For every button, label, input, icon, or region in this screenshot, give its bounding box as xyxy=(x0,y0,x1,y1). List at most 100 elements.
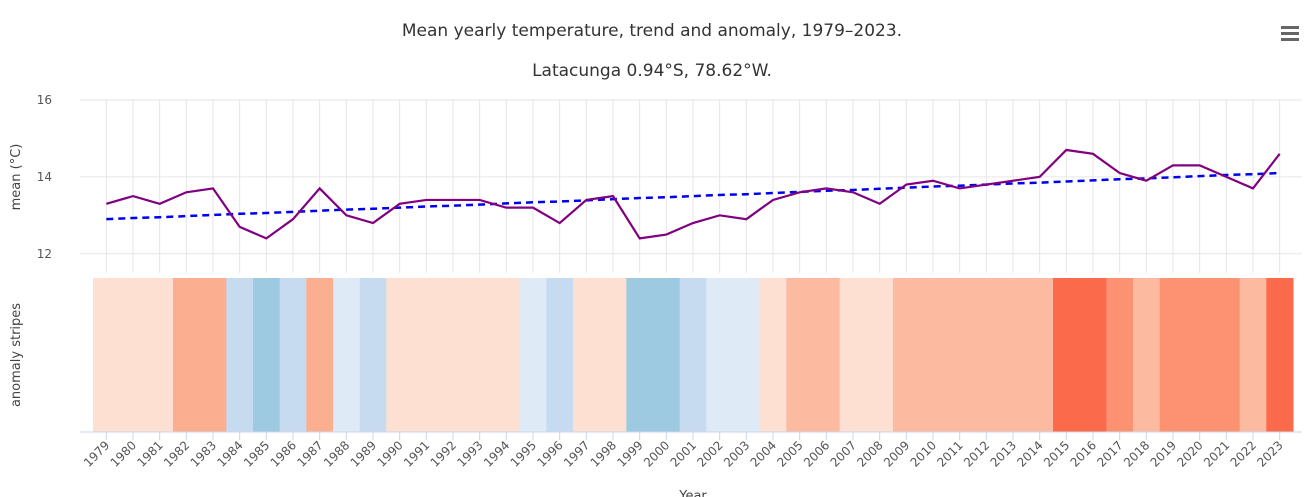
x-tick-label: 1993 xyxy=(454,438,485,469)
anomaly-stripe xyxy=(1239,278,1267,432)
chart-subtitle: Latacunga 0.94°S, 78.62°W. xyxy=(532,61,772,81)
x-tick-label: 2020 xyxy=(1174,438,1205,469)
x-tick-label: 1988 xyxy=(321,438,352,469)
y-tick-label: 12 xyxy=(37,247,52,261)
x-tick-label: 2011 xyxy=(934,438,965,469)
anomaly-stripe xyxy=(119,278,147,432)
x-tick-label: 1998 xyxy=(588,438,619,469)
anomaly-stripe xyxy=(519,278,547,432)
anomaly-stripe xyxy=(626,278,654,432)
anomaly-stripe xyxy=(279,278,307,432)
y-tick-label: 16 xyxy=(37,93,52,107)
x-tick-label: 1992 xyxy=(428,438,459,469)
anomaly-stripe xyxy=(306,278,334,432)
x-tick-label: 1994 xyxy=(481,438,512,469)
anomaly-stripe xyxy=(146,278,174,432)
anomaly-stripe xyxy=(573,278,601,432)
x-tick-label: 1995 xyxy=(508,438,539,469)
anomaly-stripe xyxy=(439,278,467,432)
x-tick-label: 2004 xyxy=(748,438,779,469)
x-tick-label: 2021 xyxy=(1201,438,1232,469)
x-tick-label: 1996 xyxy=(534,438,565,469)
anomaly-stripe xyxy=(1186,278,1214,432)
x-tick-label: 2018 xyxy=(1121,438,1152,469)
menu-button[interactable] xyxy=(1281,26,1299,41)
anomaly-stripe xyxy=(93,278,121,432)
x-tick-label: 2014 xyxy=(1014,438,1045,469)
x-tick-label: 2003 xyxy=(721,438,752,469)
x-tick-label: 2002 xyxy=(694,438,725,469)
anomaly-stripe xyxy=(1053,278,1081,432)
anomaly-stripe xyxy=(813,278,841,432)
x-tick-label: 1981 xyxy=(134,438,165,469)
x-tick-label: 2000 xyxy=(641,438,672,469)
x-tick-label: 1985 xyxy=(241,438,272,469)
anomaly-stripe xyxy=(1266,278,1294,432)
x-tick-label: 1982 xyxy=(161,438,192,469)
anomaly-stripe xyxy=(359,278,387,432)
anomaly-stripe xyxy=(386,278,414,432)
anomaly-stripe xyxy=(999,278,1027,432)
anomaly-stripe xyxy=(759,278,787,432)
x-tick-label: 2008 xyxy=(854,438,885,469)
anomaly-stripe xyxy=(173,278,201,432)
anomaly-stripe xyxy=(1159,278,1187,432)
chart-title: Mean yearly temperature, trend and anoma… xyxy=(402,21,902,41)
x-tick-label: 1997 xyxy=(561,438,592,469)
x-tick-label: 1990 xyxy=(374,438,405,469)
anomaly-stripe xyxy=(1106,278,1134,432)
x-tick-label: 2017 xyxy=(1094,438,1125,469)
x-tick-label: 2023 xyxy=(1254,438,1285,469)
x-tick-label: 2009 xyxy=(881,438,912,469)
menu-bar xyxy=(1281,32,1299,35)
trend-line xyxy=(106,171,1280,221)
stripes-axis-title: anomaly stripes xyxy=(9,303,24,407)
anomaly-stripe xyxy=(946,278,974,432)
anomaly-stripe xyxy=(893,278,921,432)
x-tick-label: 2006 xyxy=(801,438,832,469)
anomaly-stripe xyxy=(786,278,814,432)
x-tick-label: 1987 xyxy=(294,438,325,469)
x-axis-title: Year xyxy=(678,489,707,497)
x-tick-label: 1983 xyxy=(188,438,219,469)
temperature-line xyxy=(106,148,1281,240)
x-tick-label: 1979 xyxy=(81,438,112,469)
anomaly-stripe xyxy=(599,278,627,432)
anomaly-stripe xyxy=(919,278,947,432)
anomaly-stripe xyxy=(333,278,361,432)
x-tick-label: 1991 xyxy=(401,438,432,469)
x-tick-label: 2007 xyxy=(828,438,859,469)
x-tick-label: 2001 xyxy=(668,438,699,469)
anomaly-stripe xyxy=(226,278,254,432)
anomaly-stripe xyxy=(1026,278,1054,432)
x-tick-label: 2022 xyxy=(1228,438,1259,469)
x-tick-label: 2012 xyxy=(961,438,992,469)
anomaly-stripe xyxy=(1079,278,1107,432)
anomaly-stripe xyxy=(866,278,894,432)
menu-bar xyxy=(1281,26,1299,29)
anomaly-stripe xyxy=(546,278,574,432)
x-tick-label: 2015 xyxy=(1041,438,1072,469)
anomaly-stripe xyxy=(1213,278,1241,432)
x-tick-label: 2005 xyxy=(774,438,805,469)
x-tick-label: 1980 xyxy=(108,438,139,469)
x-tick-label: 1989 xyxy=(348,438,379,469)
x-tick-label: 1986 xyxy=(268,438,299,469)
anomaly-stripe xyxy=(973,278,1001,432)
anomaly-stripe xyxy=(706,278,734,432)
anomaly-stripe xyxy=(733,278,761,432)
x-tick-label: 2016 xyxy=(1068,438,1099,469)
anomaly-stripe xyxy=(839,278,867,432)
anomaly-stripe xyxy=(199,278,227,432)
x-tick-label: 2013 xyxy=(988,438,1019,469)
anomaly-stripe xyxy=(253,278,281,432)
anomaly-stripe xyxy=(413,278,441,432)
anomaly-stripe xyxy=(1133,278,1161,432)
y-tick-label: 14 xyxy=(37,170,52,184)
x-tick-label: 1984 xyxy=(214,438,245,469)
x-tick-label: 2019 xyxy=(1148,438,1179,469)
anomaly-stripe xyxy=(466,278,494,432)
x-tick-label: 2010 xyxy=(908,438,939,469)
anomaly-stripe xyxy=(679,278,707,432)
